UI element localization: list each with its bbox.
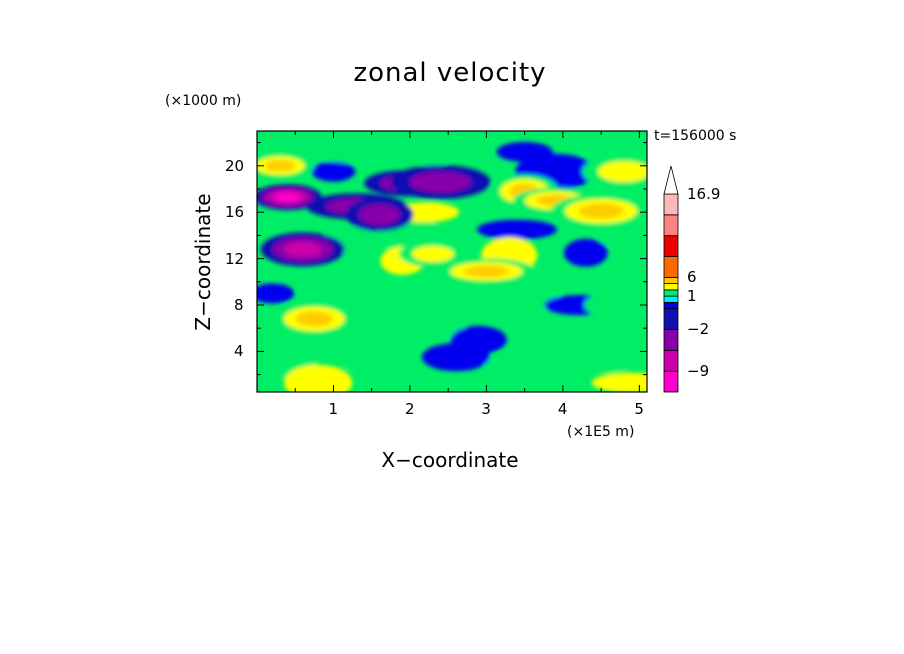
colorbar-label: −2 (687, 320, 710, 339)
field-patch (311, 161, 356, 182)
x-tick-label: 4 (557, 400, 568, 418)
field-patch (484, 350, 565, 387)
field-patch (477, 219, 557, 240)
field-patch (297, 273, 354, 302)
colorbar-segment (663, 193, 679, 216)
field-patch (563, 238, 608, 267)
chart-title: zonal velocity (353, 58, 547, 88)
velocity-field (257, 131, 647, 392)
x-unit-label: (×1E5 m) (567, 424, 635, 440)
field-contour (411, 245, 454, 262)
field-contour (464, 265, 509, 278)
field-contour (598, 161, 647, 183)
y-tick-label: 4 (234, 342, 244, 361)
field-contour (284, 241, 322, 257)
colorbar-label: 1 (687, 287, 697, 306)
colorbar-label: 6 (687, 268, 697, 287)
field-patch (284, 364, 353, 392)
colorbar-segment (663, 214, 679, 237)
field-patch (410, 131, 455, 167)
field-contour (295, 311, 334, 327)
field-contour (264, 160, 296, 172)
colorbar-segment (663, 349, 679, 372)
colorbar-segment (663, 283, 679, 291)
y-tick-label: 16 (225, 203, 245, 222)
colorbar-segment (663, 301, 679, 310)
field-patch (345, 287, 414, 323)
colorbar-label: −9 (687, 362, 710, 381)
field-patch (257, 134, 314, 155)
colorbar-segment (663, 308, 679, 330)
x-tick-label: 1 (328, 400, 339, 418)
field-contour (409, 171, 472, 193)
colorbar-segment (663, 256, 679, 278)
field-contour (358, 204, 401, 225)
colorbar-label: 16.9 (687, 185, 721, 203)
field-patch (308, 134, 389, 163)
colorbar-segment (663, 329, 679, 351)
field-contour (275, 192, 300, 202)
colorbar-segment (663, 370, 679, 393)
y-axis-label: Z−coordinate (191, 193, 215, 331)
x-tick-label: 2 (404, 400, 415, 418)
field-contour (578, 203, 624, 219)
colorbar-segment (663, 289, 679, 297)
x-tick-label: 5 (634, 400, 644, 418)
field-patch (586, 353, 631, 373)
field-patch (343, 353, 400, 373)
field-patch (591, 372, 647, 392)
y-tick-label: 8 (234, 296, 244, 314)
colorbar (663, 165, 679, 393)
field-patch (449, 285, 494, 314)
y-tick-label: 20 (225, 156, 245, 175)
colorbar-segment (663, 235, 679, 257)
field-patch (584, 291, 647, 319)
field-patch (257, 283, 295, 304)
x-tick-label: 3 (481, 400, 491, 418)
axis-ticks (257, 131, 647, 392)
y-tick-label: 12 (225, 249, 245, 268)
colorbar-segment (663, 295, 679, 303)
y-unit-label: (×1000 m) (165, 93, 242, 109)
field-patch (385, 318, 466, 339)
time-label: t=156000 s (654, 128, 737, 144)
colorbar-extend-arrow (663, 165, 679, 195)
plot-frame (256, 130, 648, 393)
x-axis-label: X−coordinate (381, 448, 519, 472)
colorbar-segment (663, 276, 679, 285)
field-patch (450, 325, 507, 354)
